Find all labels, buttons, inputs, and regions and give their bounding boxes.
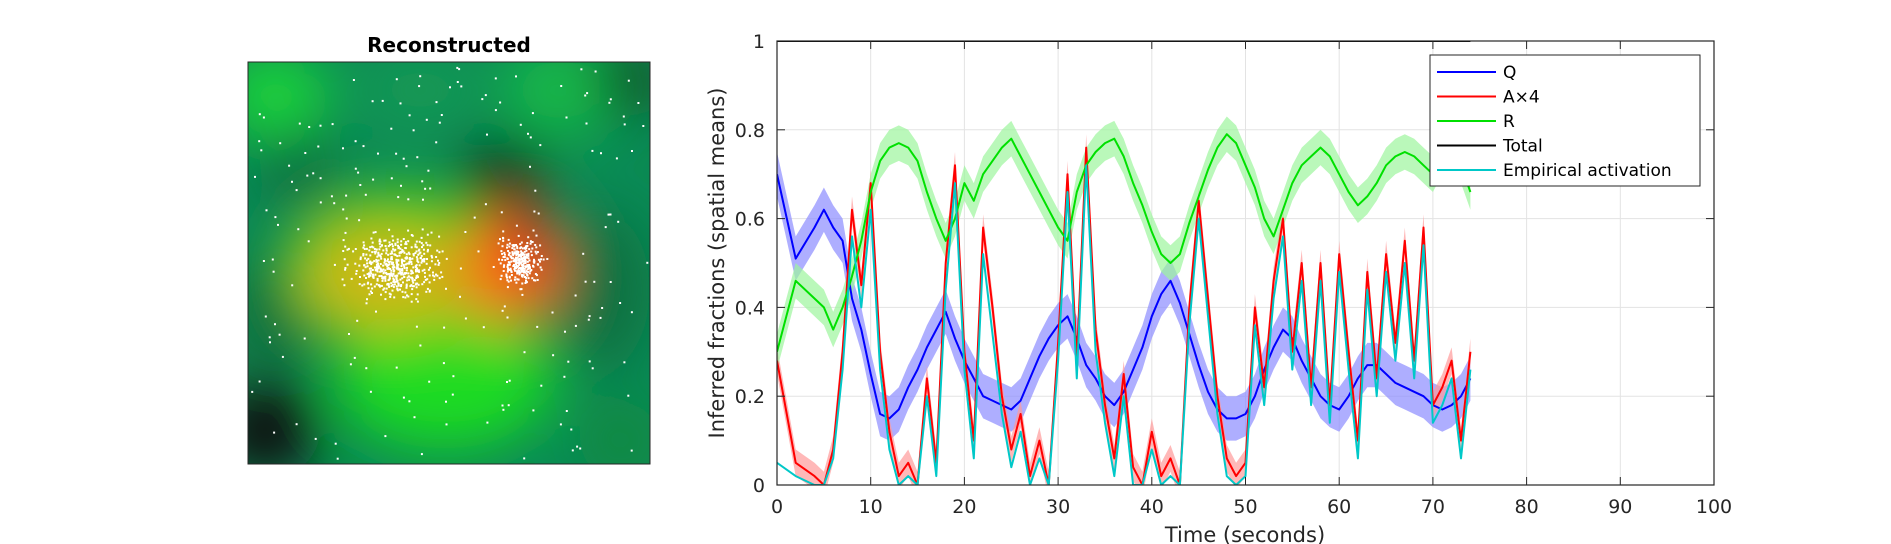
x-ticks: 0 10 20 30 40 50 60 70 80 90 100 [771,41,1732,518]
y-tick-label: 0.8 [735,120,765,142]
x-tick-label: 0 [771,496,783,518]
spike-dots [251,66,649,460]
legend-label-r: R [1503,112,1515,132]
band-r [777,116,1471,370]
image-title: Reconstructed [367,33,531,57]
y-tick-label: 0.4 [735,297,765,319]
x-tick-label: 70 [1421,496,1445,518]
legend-label-total: Total [1502,137,1543,157]
chart: 0 10 20 30 40 50 60 70 80 90 100 0 0.2 0.4 0.6 0.8 1 Ti… [705,31,1732,544]
y-ticks: 0 0.2 0.4 0.6 0.8 1 [735,31,1714,497]
y-tick-label: 1 [753,31,765,53]
y-tick-label: 0.6 [735,209,765,231]
x-axis-label: Time (seconds) [1164,523,1325,544]
legend-label-a-4: A×4 [1503,88,1540,108]
x-tick-label: 100 [1696,496,1732,518]
x-tick-label: 30 [1046,496,1070,518]
band-q [777,152,1471,441]
image-frame [247,61,651,465]
x-tick-label: 80 [1515,496,1539,518]
legend-label-q: Q [1503,63,1516,83]
x-tick-label: 40 [1140,496,1164,518]
y-tick-label: 0.2 [735,386,765,408]
x-tick-label: 60 [1327,496,1351,518]
reconstructed-panel: Reconstructed [247,33,651,465]
reconstructed-image [248,62,650,464]
y-axis-label: Inferred fractions (spatial means) [705,88,729,439]
series-lines [777,41,1472,485]
y-tick-label: 0 [753,475,765,497]
x-tick-label: 10 [859,496,883,518]
x-tick-label: 50 [1233,496,1257,518]
legend-label-empirical-activation: Empirical activation [1503,161,1672,181]
x-tick-label: 20 [952,496,976,518]
x-tick-label: 90 [1608,496,1632,518]
legend: Q A×4 R Total Empirical activation [1429,54,1701,187]
